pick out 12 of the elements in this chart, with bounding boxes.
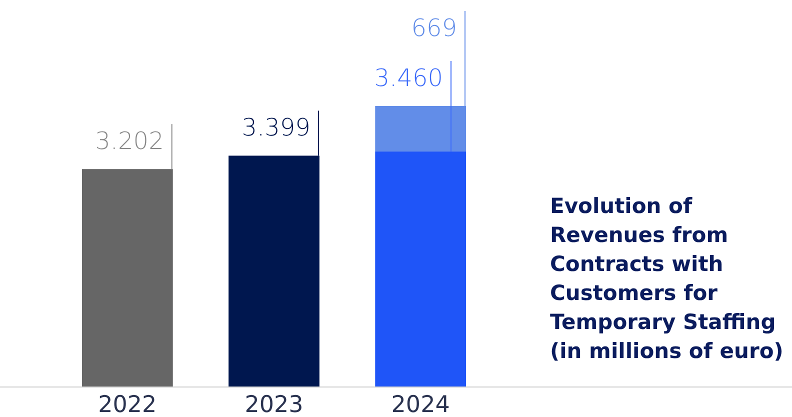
data-label: 3.202: [95, 127, 164, 156]
bar: [228, 156, 320, 387]
text: Evolution of Revenues from Contracts with Customers for Temporary Staffing (in millions of euro): [550, 194, 784, 363]
x-tick-label: 2024: [391, 392, 450, 417]
bar: [82, 169, 173, 387]
data-label: 3.460: [374, 64, 444, 92]
data-label: 669: [411, 14, 458, 42]
bar: [375, 152, 466, 387]
x-tick-label: 2022: [98, 392, 157, 417]
data-label: 3.399: [242, 114, 310, 142]
x-tick-label: 2023: [244, 392, 304, 417]
bar: [375, 106, 466, 152]
